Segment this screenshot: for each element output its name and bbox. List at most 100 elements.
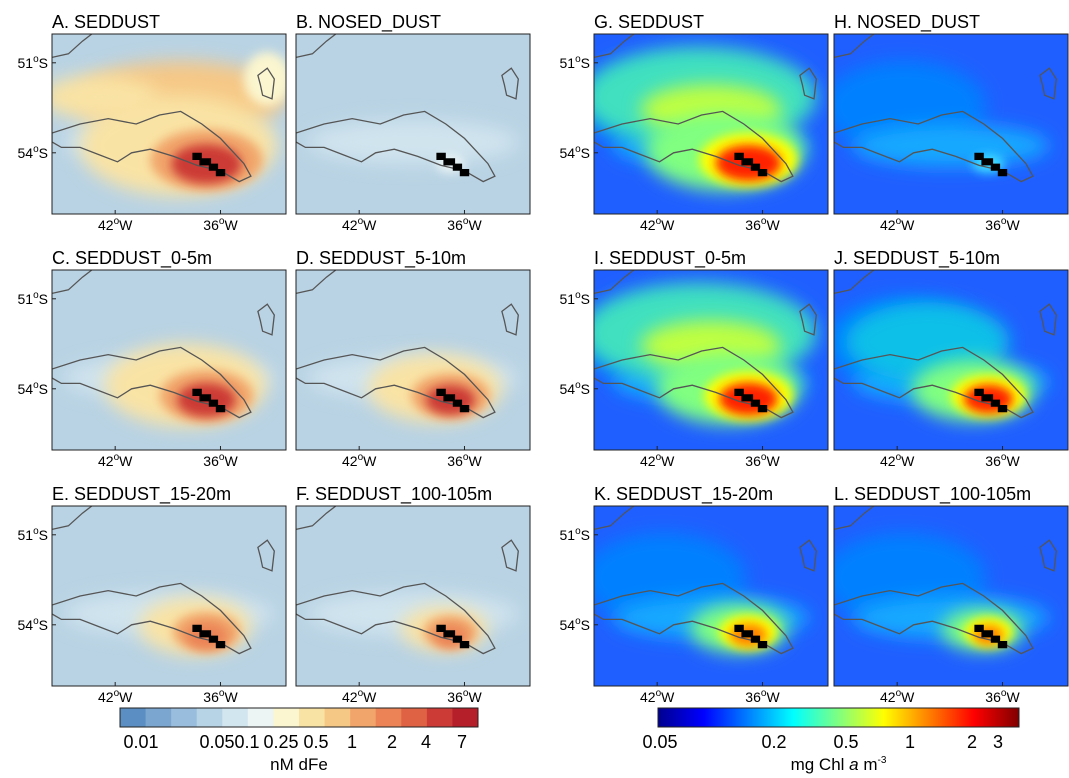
shelf-contour: [594, 582, 794, 655]
land-mask: [974, 388, 1008, 413]
map-field: [296, 506, 530, 686]
panel-title: F. SEDDUST_100-105m: [296, 484, 492, 505]
panel-e: E. SEDDUST_15-20m 42oW 36oW 51oS 54oS: [18, 484, 287, 705]
coast-contour: [834, 270, 875, 295]
panel-frame: [833, 269, 1069, 451]
panel-frame: [833, 505, 1069, 687]
panel-title: E. SEDDUST_15-20m: [52, 484, 231, 505]
lon-tick-label: 36oW: [203, 688, 238, 705]
panel-title: D. SEDDUST_5-10m: [296, 248, 466, 269]
coast-contour: [296, 34, 337, 59]
island-contour: [501, 539, 519, 572]
colorbar-tick-label: 0.05: [642, 732, 677, 752]
lon-tick-label: 36oW: [447, 216, 482, 233]
shelf-contour: [296, 110, 496, 183]
lat-tick-label: 51oS: [18, 54, 48, 71]
colorbar-tick-label: 0.5: [303, 732, 328, 752]
shelf-contour: [296, 582, 496, 655]
lon-tick-label: 36oW: [203, 216, 238, 233]
panel-l: L. SEDDUST_100-105m 42oW 36oW: [833, 484, 1069, 705]
panel-frame: [593, 505, 829, 687]
map-field: [834, 34, 1068, 214]
coast-contour: [52, 506, 93, 531]
panel-title: A. SEDDUST: [52, 12, 160, 32]
panel-g: G. SEDDUST 42oW 36oW 51oS 54oS: [560, 12, 829, 233]
map-field: [594, 270, 828, 450]
panel-frame: [295, 269, 531, 451]
panel-frame: [51, 505, 287, 687]
colorbar-tick-label: 2: [387, 732, 397, 752]
colorbar-swatch: [222, 708, 249, 727]
map-field: [834, 270, 1068, 450]
lat-tick-label: 54oS: [560, 380, 590, 397]
land-mask: [734, 624, 768, 649]
shelf-contour: [594, 110, 794, 183]
island-contour: [799, 539, 817, 572]
panel-j: J. SEDDUST_5-10m 42oW 36oW: [833, 248, 1069, 469]
map-field: [52, 270, 286, 450]
colorbar-swatch: [375, 708, 402, 727]
island-contour: [799, 303, 817, 336]
lon-tick-label: 42oW: [342, 452, 377, 469]
lat-tick-label: 54oS: [560, 616, 590, 633]
coast-contour: [52, 270, 93, 295]
panel-frame: [833, 33, 1069, 215]
panel-title: L. SEDDUST_100-105m: [834, 484, 1031, 505]
colorbar-tick-label: 0.2: [761, 732, 786, 752]
coast-contour: [834, 506, 875, 531]
lat-tick-label: 54oS: [18, 144, 48, 161]
panel-frame: [51, 269, 287, 451]
colorbar-gradient: [658, 708, 1019, 727]
colorbar-tick-label: 0.25: [263, 732, 298, 752]
lon-tick-label: 36oW: [745, 688, 780, 705]
coast-contour: [594, 34, 635, 59]
coast-contour: [594, 270, 635, 295]
lat-tick-label: 51oS: [560, 54, 590, 71]
coast-contour: [296, 270, 337, 295]
colorbar-swatch: [324, 708, 351, 727]
panel-h: H. NOSED_DUST 42oW 36oW: [833, 12, 1069, 233]
lon-tick-label: 36oW: [447, 688, 482, 705]
lon-tick-label: 42oW: [98, 216, 133, 233]
land-mask: [192, 152, 226, 177]
lon-tick-label: 42oW: [880, 216, 915, 233]
land-mask: [734, 152, 768, 177]
land-mask: [436, 624, 470, 649]
lon-tick-label: 36oW: [447, 452, 482, 469]
land-mask: [436, 152, 470, 177]
shelf-contour: [834, 110, 1034, 183]
lon-tick-label: 42oW: [640, 452, 675, 469]
island-contour: [257, 539, 275, 572]
lat-tick-label: 51oS: [560, 290, 590, 307]
lon-tick-label: 36oW: [985, 216, 1020, 233]
island-contour: [257, 67, 275, 100]
lon-tick-label: 36oW: [985, 688, 1020, 705]
colorbar-swatch: [120, 708, 147, 727]
coast-contour: [834, 34, 875, 59]
shelf-contour: [52, 346, 252, 419]
colorbar-tick-label: 0.05: [199, 732, 234, 752]
shelf-contour: [52, 110, 252, 183]
lon-tick-label: 42oW: [342, 688, 377, 705]
map-field: [594, 34, 828, 214]
colorbar-swatch: [452, 708, 479, 727]
lat-tick-label: 54oS: [560, 144, 590, 161]
lon-tick-label: 42oW: [342, 216, 377, 233]
land-mask: [974, 152, 1008, 177]
land-mask: [734, 388, 768, 413]
panel-i: I. SEDDUST_0-5m 42oW 36oW 51oS 54oS: [560, 248, 829, 469]
lon-tick-label: 42oW: [640, 216, 675, 233]
colorbar-swatch: [426, 708, 453, 727]
island-contour: [1039, 539, 1057, 572]
colorbar-tick-label: 0.01: [123, 732, 158, 752]
lon-tick-label: 42oW: [880, 452, 915, 469]
panel-title: I. SEDDUST_0-5m: [594, 248, 746, 269]
colorbar-tick-label: 2: [967, 732, 977, 752]
island-contour: [501, 67, 519, 100]
colorbar-unit-label: nM dFe: [270, 755, 328, 774]
colorbar-swatch: [196, 708, 223, 727]
lon-tick-label: 36oW: [985, 452, 1020, 469]
panel-title: J. SEDDUST_5-10m: [834, 248, 1000, 269]
